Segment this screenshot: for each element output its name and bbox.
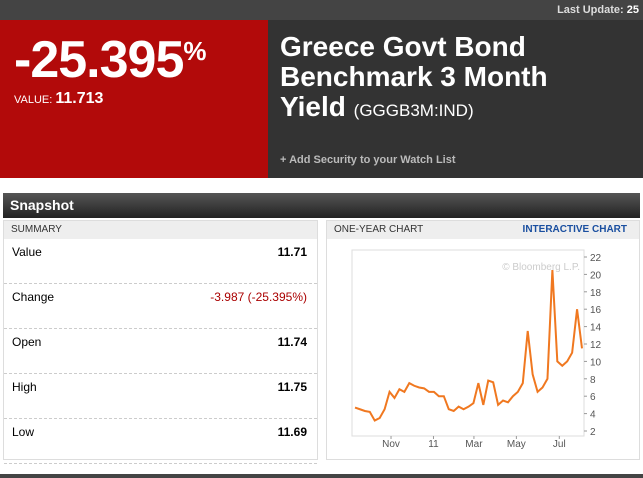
row-value: 11.69 xyxy=(277,425,307,439)
row-value: 11.74 xyxy=(277,335,307,349)
bottom-bar xyxy=(0,474,643,478)
y-tick-label: 10 xyxy=(590,357,602,368)
y-tick-label: 18 xyxy=(590,288,602,299)
y-tick-label: 22 xyxy=(590,253,602,264)
row-label: Change xyxy=(12,290,55,304)
row-value: 11.71 xyxy=(277,245,307,259)
x-tick-label: Nov xyxy=(382,439,400,450)
change-unit: % xyxy=(183,36,206,66)
ticker: (GGGB3M:IND) xyxy=(353,101,474,120)
x-tick-label: May xyxy=(507,439,526,450)
summary-row: Value 11.71 xyxy=(4,239,317,284)
y-tick-label: 12 xyxy=(590,340,602,351)
top-bar: Last Update: 25 xyxy=(0,0,643,20)
last-update: 25 xyxy=(626,4,639,16)
title-box: Greece Govt Bond Benchmark 3 Month Yield… xyxy=(268,20,643,178)
snapshot-header: Snapshot xyxy=(3,193,640,218)
change: -25.395 xyxy=(14,31,184,89)
title: Greece Govt Bond Benchmark 3 Month Yield xyxy=(280,31,548,122)
chart-panel-header: ONE-YEAR CHART INTERACTIVE CHART xyxy=(327,221,639,239)
x-tick-label: 11 xyxy=(428,439,439,450)
summary-row: Low 11.69 xyxy=(4,419,317,464)
row-label: Value xyxy=(12,245,42,259)
value: 11.713 xyxy=(55,90,104,107)
last-update-label: Last Update: xyxy=(557,4,624,16)
y-tick-label: 2 xyxy=(590,427,596,438)
value-label: VALUE: xyxy=(14,94,53,106)
summary-row: High 11.75 xyxy=(4,374,317,419)
y-tick-label: 20 xyxy=(590,270,602,281)
y-tick-label: 6 xyxy=(590,392,596,403)
summary-row: Change -3.987 (-25.395%) xyxy=(4,284,317,329)
row-value: -3.987 (-25.395%) xyxy=(210,290,307,304)
y-tick-label: 16 xyxy=(590,305,602,316)
summary-title: SUMMARY xyxy=(4,221,317,239)
chart-panel-title: ONE-YEAR CHART xyxy=(334,224,424,235)
x-tick-label: Mar xyxy=(465,439,483,450)
x-tick-label: Jul xyxy=(553,439,566,450)
summary-rows: Value 11.71 Change -3.987 (-25.395%) Open 11.… xyxy=(4,239,317,464)
watch-link[interactable]: + Add Security to your Watch List xyxy=(280,154,456,166)
interactive-link[interactable]: INTERACTIVE CHART xyxy=(522,224,627,235)
row-label: Low xyxy=(12,425,35,439)
copyright: © Bloomberg L.P. xyxy=(502,262,580,273)
row-label: Open xyxy=(12,335,42,349)
y-tick-label: 14 xyxy=(590,323,602,334)
summary-panel: SUMMARY Value 11.71 Change -3.987 (-25.395%… xyxy=(3,220,318,464)
row-value: 11.75 xyxy=(277,380,307,394)
row-label: High xyxy=(12,380,37,394)
chart-panel: ONE-YEAR CHART INTERACTIVE CHART xyxy=(326,220,640,460)
line xyxy=(354,269,583,422)
y-tick-label: 8 xyxy=(590,375,596,386)
y-tick-label: 4 xyxy=(590,410,596,421)
summary-row: Open 11.74 xyxy=(4,329,317,374)
plot-frame xyxy=(351,249,585,437)
change-box: -25.395% VALUE: 11.713 xyxy=(0,20,268,178)
